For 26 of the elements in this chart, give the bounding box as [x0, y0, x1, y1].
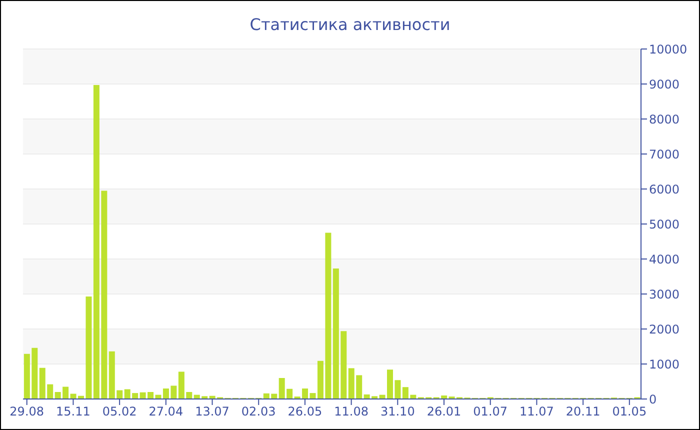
x-tick-label: 31.10	[380, 404, 415, 419]
x-tick-label: 15.11	[56, 404, 90, 419]
y-tick-label: 2000	[649, 322, 680, 336]
x-tick-label: 05.02	[102, 404, 137, 419]
y-tick-label: 8000	[649, 112, 680, 126]
x-tick-label: 27.04	[148, 404, 184, 419]
y-tick-label: 5000	[649, 217, 680, 232]
x-tick-label: 13.07	[195, 404, 230, 419]
y-tick-label: 3000	[649, 287, 680, 302]
y-tick-label: 7000	[649, 147, 680, 162]
x-tick-label: 29.08	[10, 404, 44, 419]
y-tick-label: 10000	[649, 42, 688, 56]
y-tick-label: 1000	[649, 357, 680, 372]
y-tick-label: 6000	[649, 182, 680, 196]
x-tick-label: 01.07	[473, 404, 508, 419]
x-tick-label: 02.03	[241, 404, 276, 419]
chart-title: Статистика активности	[248, 15, 452, 36]
x-tick-label: 20.11	[566, 404, 600, 419]
x-tick-label: 11.08	[334, 404, 368, 419]
x-tick-label: 26.01	[426, 404, 462, 419]
x-tick-label: 11.07	[520, 404, 554, 419]
y-tick-label: 4000	[649, 252, 680, 266]
y-tick-label: 0	[649, 392, 657, 406]
x-tick-label: 01.05	[612, 404, 647, 419]
x-tick-label: 26.05	[288, 404, 322, 419]
y-tick-label: 9000	[649, 77, 680, 92]
